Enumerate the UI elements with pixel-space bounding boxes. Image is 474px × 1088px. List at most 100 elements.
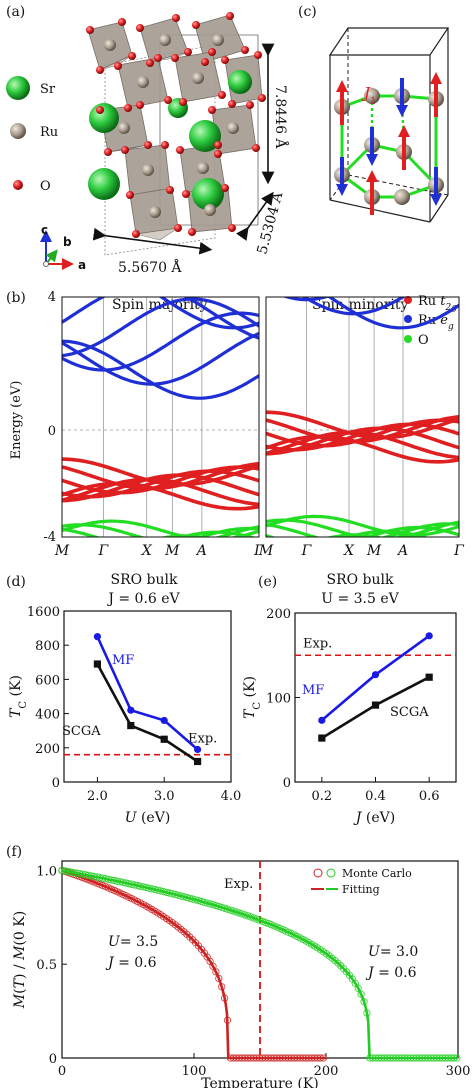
band-ytick-0: 0 [48,424,56,439]
scga-series-label: SCGA [62,724,101,739]
y-axis-label: TC (K) [242,676,263,719]
legend-fitting: Fitting [342,883,380,896]
y-axis-label: TC (K) [8,675,29,718]
mf-point [371,671,380,679]
y-tick-label: 0 [52,776,60,791]
x-tick-label: 100 [182,1064,207,1079]
x-tick-label: 0.4 [365,789,386,804]
scga-point [318,734,326,742]
mf-series-label: MF [112,653,134,668]
exp-label: Exp. [303,636,332,651]
y-tick-label: 1600 [27,605,60,620]
k-label: Γ [253,543,265,559]
eg-band [62,297,259,340]
o-band [320,536,328,537]
o-band [266,522,459,537]
mf-point [425,632,433,640]
panel-a: (a) Sr Ru O [6,4,290,276]
o-band [159,534,210,537]
k-label: M [54,543,70,559]
band-ytick-neg4: -4 [43,530,56,545]
annotation-u: U= 3.5 [108,934,158,950]
legend-monte-carlo: Monte Carlo [342,867,412,880]
o-band [62,547,259,566]
y-tick-label: 800 [35,639,60,654]
exp-label: Exp. [188,732,217,747]
eg-band [62,331,259,386]
series-line-mf [96,636,199,751]
o-band [325,533,384,537]
k-label: X [141,543,153,559]
crystal-structure [86,12,266,256]
y-tick-label: 200 [35,742,60,757]
o-band [62,540,259,559]
x-tick-label: 3.0 [154,789,175,804]
chart-d-title: SRO bulk [111,572,179,588]
mf-point [160,716,168,725]
axis-triad: c b a [40,223,86,272]
legend-ru: Ru [40,125,58,140]
legend-mc-green-icon [326,868,336,878]
x-axis-label: J (eV) [353,810,395,826]
scga-point [194,757,202,766]
legend-mc-red-icon [313,868,323,878]
k-label: M [258,543,274,559]
y-tick-label: 0 [49,1052,57,1067]
t2g-band [62,473,259,503]
t2g-band [62,481,259,511]
eg-band [266,229,459,286]
panel-b: (b) Spin majority Spin minority Ru t2g R… [6,215,465,570]
panel-f: (f) 0 0.5 1.0 0 100 200 300 Temperature (K) M(T)… [6,844,470,1088]
k-label: A [195,543,207,559]
y-tick-label: 100 [266,692,291,707]
legend-sr: Sr [40,82,56,97]
axis-b-label: b [63,235,72,249]
panel-e: (e) SRO bulk U = 3.5 eV 0 100 200 0.2 0.4 0.6… [242,572,457,826]
x-tick-label: 2.0 [87,789,108,804]
eg-band [301,297,406,316]
scga-point [371,701,380,709]
o-band [266,525,459,537]
scga-point [93,660,101,668]
k-label: M [366,543,382,559]
o-band [176,530,257,537]
exp-label: Exp. [224,877,253,892]
panel-c-label: (c) [298,4,317,20]
scga-point [160,735,168,743]
eg-band [326,297,459,330]
o-band [62,519,259,537]
t2g-band [266,434,459,464]
o-band [62,551,259,570]
y-tick-label: 600 [35,673,60,688]
spin-atoms [334,72,444,215]
a-dimension: 5.5670 Å [118,258,182,276]
o-band [266,518,459,537]
y-tick-label: 200 [266,607,291,622]
o-band [266,542,459,561]
chart-f-legend: Monte Carlo Fitting [311,867,412,896]
o-band [62,543,259,562]
axis-a-label: a [78,258,86,272]
t2g-band [266,430,459,460]
k-label: M [164,543,180,559]
o-band [266,546,459,565]
eg-band [266,215,459,268]
eg-band [158,297,259,330]
mf-series-label: MF [302,683,324,698]
sr-atom-icon [6,76,30,100]
c-dimension: 7.8446 Å [272,85,290,149]
band-frame-minority [265,296,460,538]
bands-minority [266,215,459,565]
y-tick-label: 1.0 [36,864,57,879]
series-line-scga [96,663,199,763]
eg-band [62,339,259,400]
y-tick-label: 400 [35,708,60,723]
band-ylabel: Energy (eV) [9,381,24,460]
panel-d: (d) SRO bulk J = 0.6 eV 0 200 400 600 800 160… [6,572,241,826]
chart-f: 0 0.5 1.0 0 100 200 300 Temperature (K) M(T) / M… [12,860,470,1088]
k-label: Γ [301,543,313,559]
eg-band [282,297,331,302]
axis-c-label: c [41,223,48,237]
scga-point [425,673,433,681]
panel-f-label: (f) [6,844,22,860]
